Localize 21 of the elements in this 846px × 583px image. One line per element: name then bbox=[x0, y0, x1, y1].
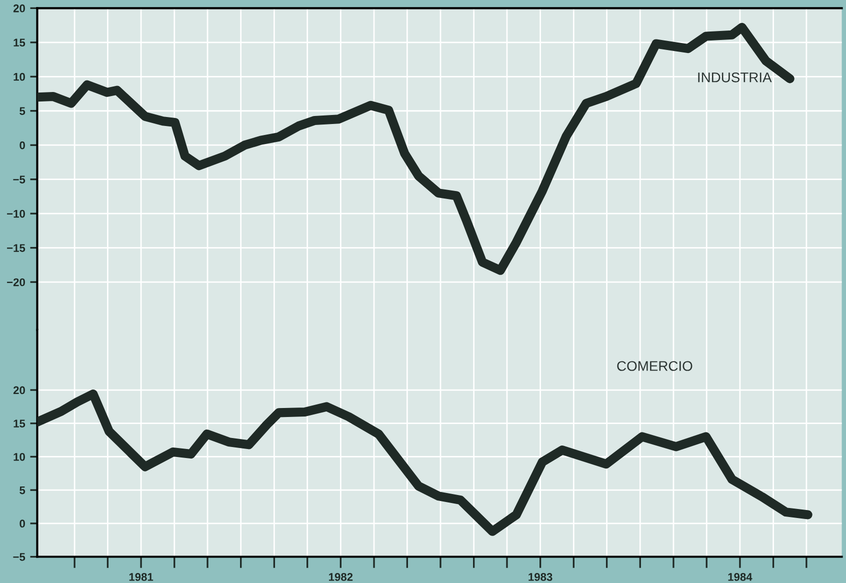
y-tick-label: −10 bbox=[7, 210, 25, 218]
y-tick-label: 15 bbox=[14, 420, 26, 428]
y-tick-label: −20 bbox=[7, 278, 25, 286]
y-tick-label: −15 bbox=[7, 244, 26, 252]
y-tick-label: 5 bbox=[20, 107, 26, 116]
x-tick-label: 1982 bbox=[329, 573, 353, 581]
x-tick-label: 1981 bbox=[129, 573, 154, 581]
x-tick-label: 1984 bbox=[728, 573, 752, 581]
y-tick-label: 20 bbox=[13, 4, 25, 12]
x-tick-label: 1983 bbox=[528, 573, 552, 581]
y-tick-label: 20 bbox=[13, 386, 25, 394]
y-tick-label: 0 bbox=[20, 141, 25, 150]
y-tick-label: −5 bbox=[13, 553, 26, 561]
y-tick-label: 15 bbox=[14, 38, 26, 47]
y-tick-label: −5 bbox=[13, 176, 26, 184]
y-tick-label: 0 bbox=[20, 520, 25, 528]
y-tick-label: 10 bbox=[14, 72, 25, 81]
series-label: INDUSTRIA bbox=[698, 72, 772, 82]
y-tick-label: 5 bbox=[20, 486, 26, 494]
text: COMERCIO bbox=[617, 361, 692, 371]
y-tick-label: 10 bbox=[14, 452, 25, 461]
